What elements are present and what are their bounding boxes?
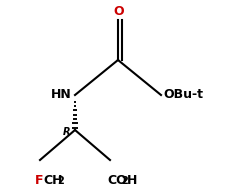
Text: 2: 2 bbox=[121, 176, 128, 186]
Text: O: O bbox=[114, 5, 124, 18]
Text: H: H bbox=[127, 174, 137, 187]
Text: F: F bbox=[35, 174, 44, 187]
Text: 2: 2 bbox=[57, 176, 64, 186]
Text: OBu-t: OBu-t bbox=[163, 88, 203, 100]
Text: CO: CO bbox=[107, 174, 127, 187]
Text: HN: HN bbox=[51, 88, 72, 100]
Text: R: R bbox=[63, 127, 70, 137]
Text: CH: CH bbox=[43, 174, 63, 187]
